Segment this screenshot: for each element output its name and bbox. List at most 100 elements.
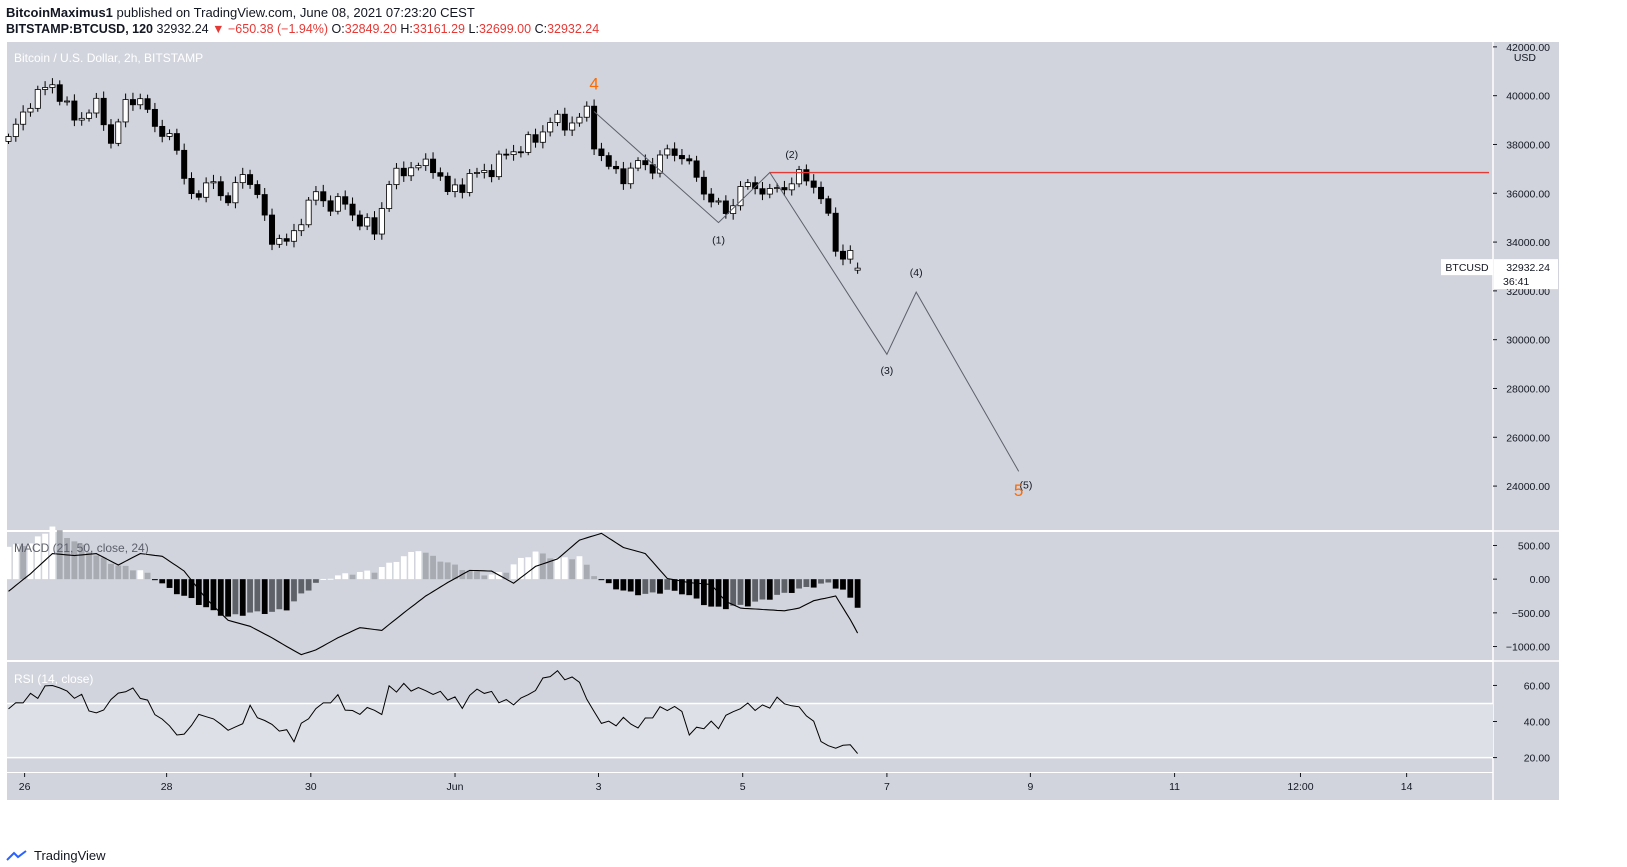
time-tick-label: 7 [884, 781, 890, 793]
wave-label[interactable]: 5 [1014, 481, 1023, 500]
candle [598, 142, 605, 162]
candle [195, 190, 202, 201]
macd-tick-label: −1000.00 [1506, 642, 1550, 654]
wave-label[interactable]: (2) [785, 149, 798, 161]
candle [203, 177, 210, 203]
candle [818, 181, 825, 204]
publish-header: BitcoinMaximus1 published on TradingView… [6, 5, 475, 20]
candle [210, 174, 217, 190]
candle [342, 190, 349, 210]
macd-bar [466, 570, 473, 580]
macd-bar [166, 579, 173, 588]
candle [64, 96, 71, 106]
macd-bar [320, 578, 327, 580]
candle [452, 178, 459, 198]
macd-bar [195, 579, 202, 605]
author-name[interactable]: BitcoinMaximus1 [6, 5, 113, 20]
macd-bar [342, 573, 349, 580]
macd-bar [20, 546, 27, 580]
macd-bar [437, 561, 444, 580]
candle [137, 93, 144, 110]
candle [115, 118, 122, 147]
price-axis[interactable] [1493, 42, 1559, 800]
wave-label[interactable]: (4) [910, 267, 923, 279]
rsi-tick-label: 40.00 [1524, 717, 1550, 729]
macd-bar [635, 579, 641, 596]
macd-bar [627, 579, 634, 592]
candle [576, 113, 583, 127]
close-value: 32932.24 [547, 22, 600, 36]
current-price-marker[interactable]: BTCUSD 32932.24 36:41 [1441, 259, 1558, 290]
macd-bar [225, 579, 231, 617]
macd-bar [86, 552, 92, 580]
candle [473, 167, 480, 178]
candle [181, 143, 188, 185]
price-tick-label: 36000.00 [1506, 188, 1550, 200]
macd-bar [34, 536, 41, 580]
candle [781, 180, 788, 196]
macd-bar [115, 565, 122, 580]
macd-bar [444, 562, 451, 580]
candle [444, 172, 451, 196]
wave-label[interactable]: (5) [1020, 480, 1033, 492]
candle [144, 94, 151, 113]
price-pane[interactable] [7, 42, 1493, 530]
time-axis[interactable] [7, 773, 1493, 800]
candle [466, 169, 473, 197]
macd-bar [5, 546, 12, 580]
macd-bar [518, 557, 524, 580]
macd-bar [371, 572, 378, 580]
candle [554, 110, 561, 127]
candle [86, 109, 93, 122]
candle [166, 129, 173, 141]
candle [613, 160, 620, 174]
macd-bar [298, 579, 305, 594]
candle [283, 233, 290, 246]
candle [686, 154, 693, 165]
macd-bar [64, 537, 70, 580]
tradingview-brand[interactable]: TradingView [34, 848, 106, 863]
candle [305, 197, 312, 228]
candle [635, 157, 642, 172]
macd-bar [261, 579, 268, 614]
price-tick-label: 26000.00 [1506, 432, 1550, 444]
price-tick-label: 30000.00 [1506, 335, 1550, 347]
candle [34, 85, 41, 112]
candle [730, 198, 737, 220]
macd-bar [605, 579, 612, 584]
candle [364, 213, 371, 231]
macd-bar [181, 579, 188, 596]
macd-bar [730, 579, 737, 606]
macd-bar [108, 563, 114, 580]
macd-bar [583, 564, 590, 580]
time-tick-label: 30 [305, 781, 317, 793]
macd-histogram [5, 526, 861, 617]
candle [408, 161, 415, 182]
macd-bar [708, 579, 715, 607]
candle [12, 118, 19, 142]
candle [386, 180, 393, 212]
macd-bar [386, 562, 393, 580]
candle [744, 179, 751, 190]
macd-bar [415, 551, 422, 580]
macd-bar [686, 579, 693, 596]
candle [532, 128, 539, 148]
wave-label[interactable]: (1) [712, 234, 725, 246]
macd-bar [356, 571, 363, 580]
macd-bar [832, 579, 839, 589]
candle [854, 262, 861, 274]
candle [708, 188, 715, 208]
macd-bar [49, 526, 56, 580]
wave-label[interactable]: 4 [589, 75, 598, 94]
macd-bar [42, 533, 48, 580]
candle [839, 244, 846, 266]
elliott-wave-path[interactable] [593, 111, 1020, 472]
candle [620, 161, 627, 190]
macd-bar [525, 557, 532, 580]
macd-bar [840, 579, 846, 590]
price-tick-label: 28000.00 [1506, 383, 1550, 395]
candle [766, 183, 773, 199]
macd-bar [781, 579, 788, 593]
wave-label[interactable]: (3) [880, 365, 893, 377]
